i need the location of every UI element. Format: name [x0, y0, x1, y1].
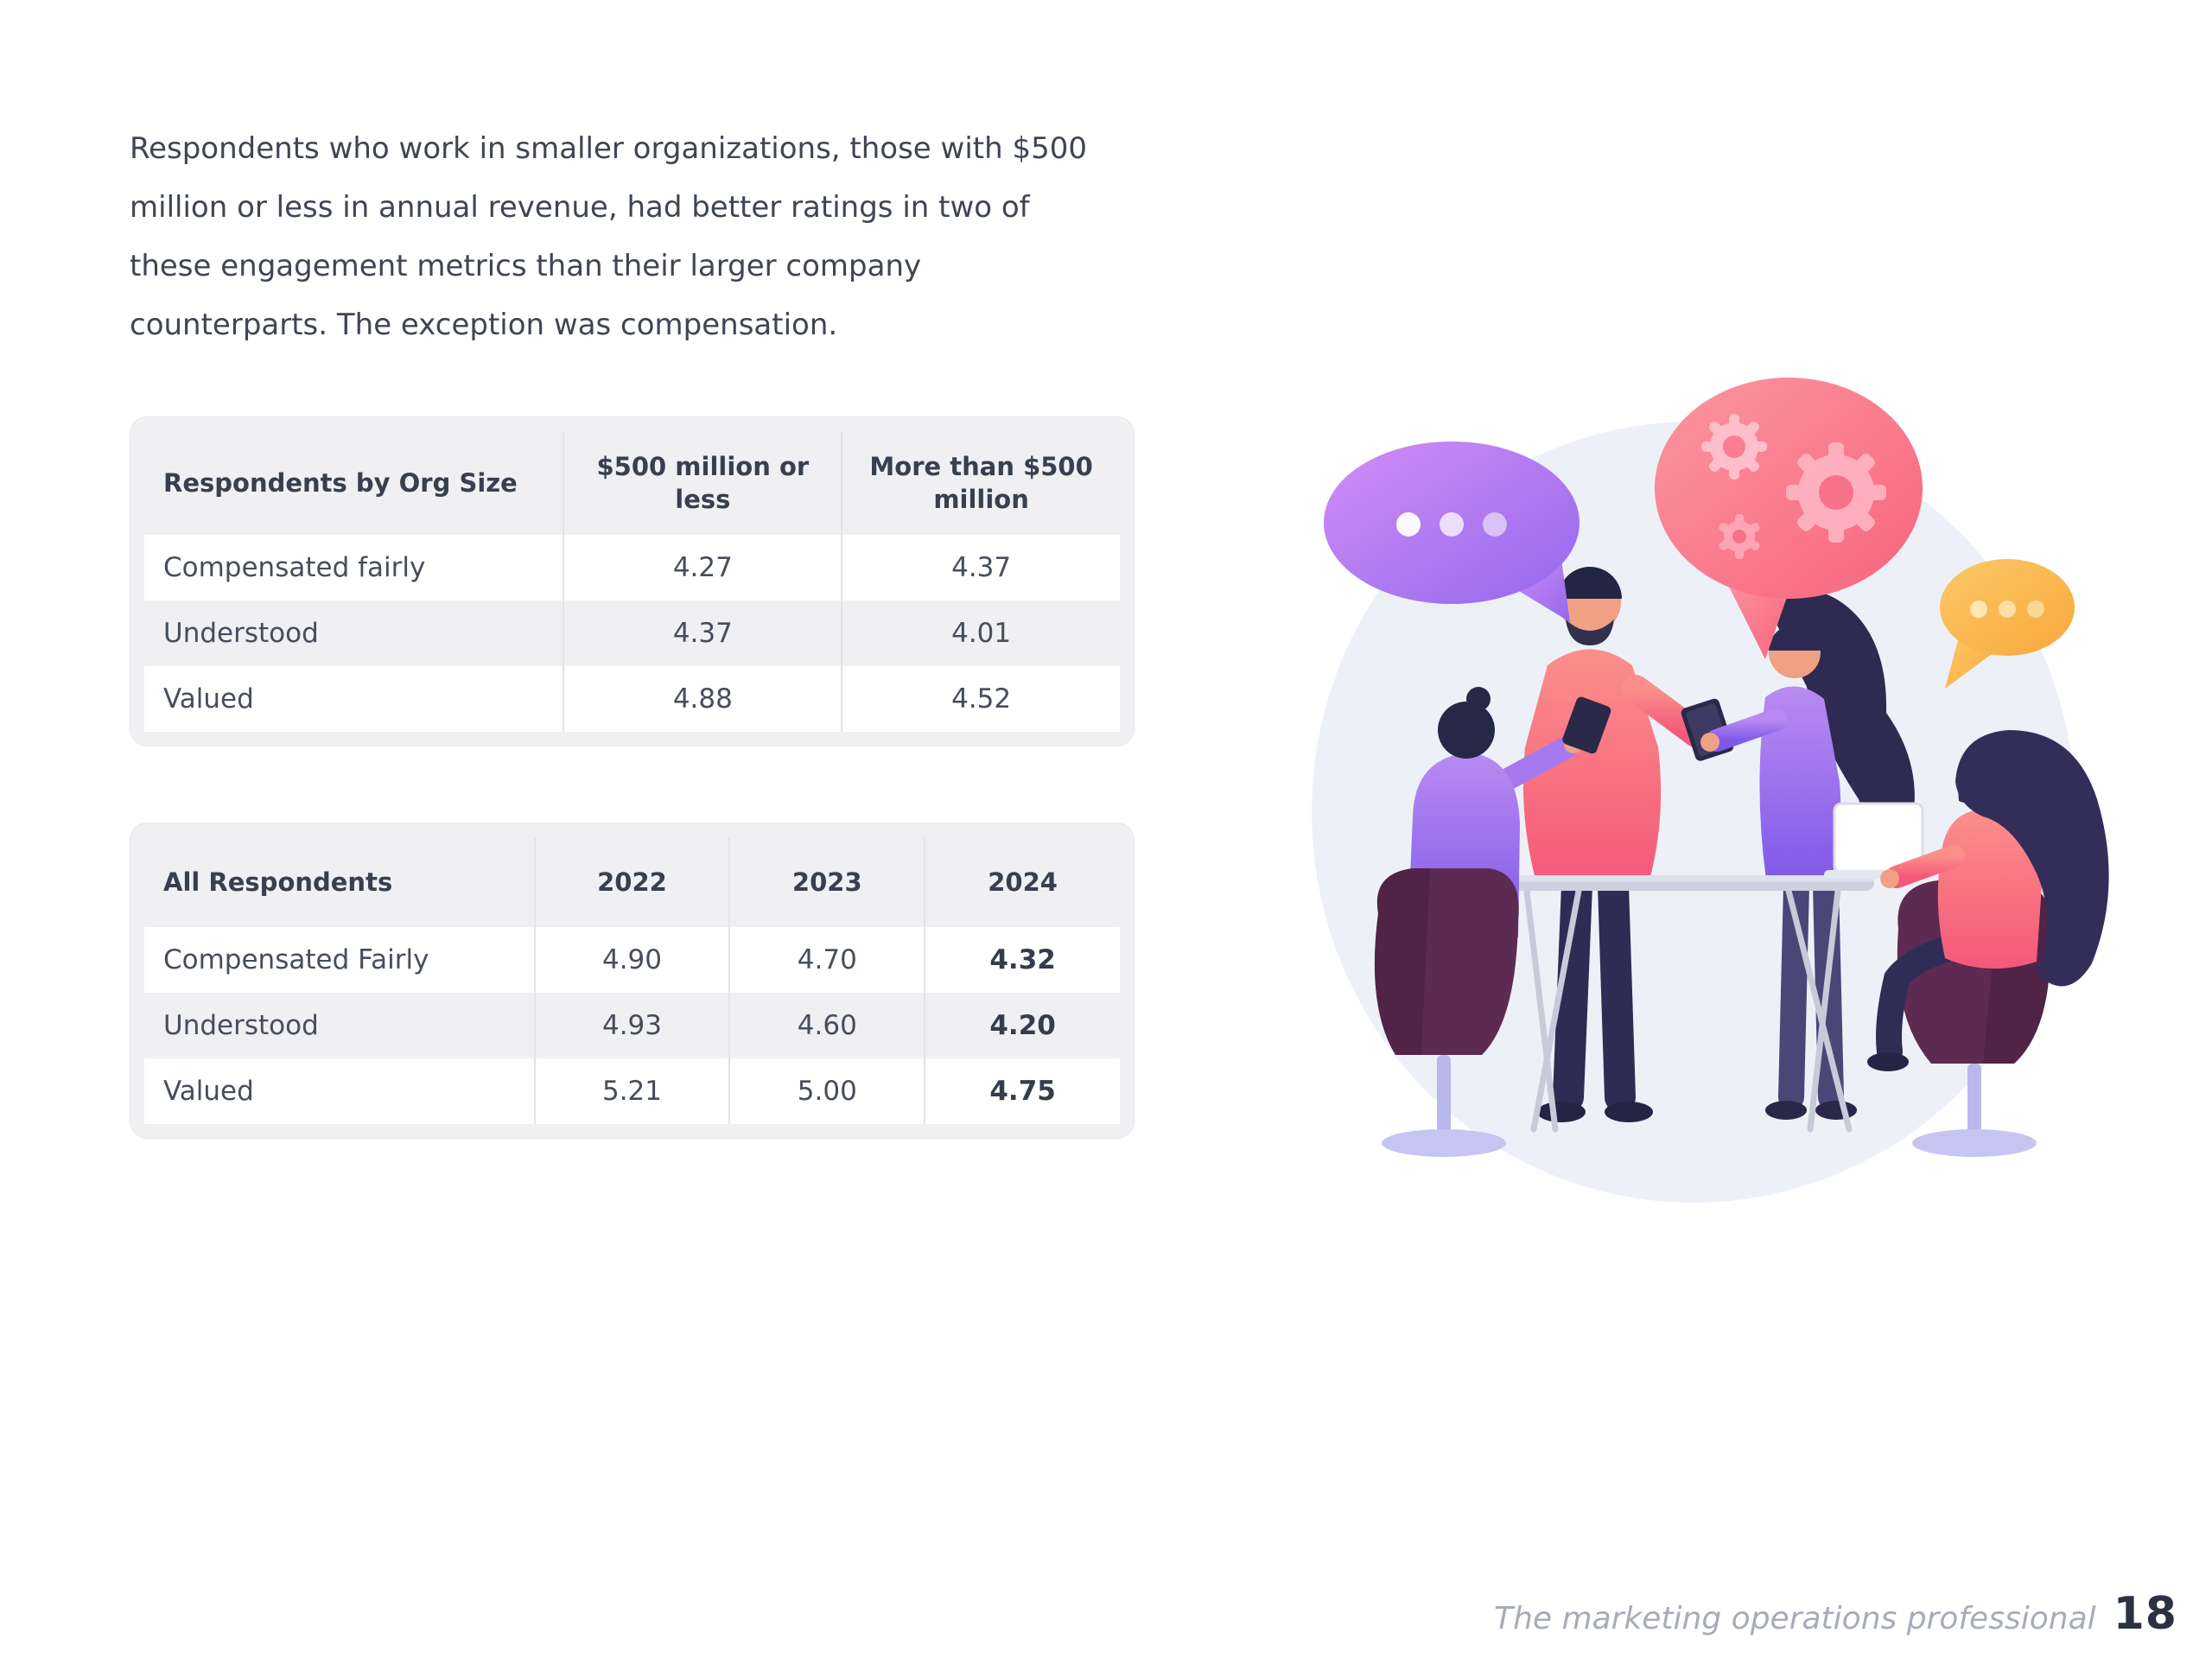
all-respondents-table-card: All Respondents 2022 2023 2024 Compensat…: [130, 823, 1135, 1139]
table-row: Compensated fairly 4.27 4.37: [144, 535, 1120, 600]
row-label: Valued: [163, 683, 254, 715]
cell-value: 4.60: [728, 993, 925, 1058]
table-row: Understood 4.93 4.60 4.20: [144, 993, 1120, 1058]
speech-bubble-small-icon: [1940, 559, 2075, 689]
column-header: 2022: [533, 837, 730, 927]
column-header: $500 million or less: [563, 431, 842, 535]
row-label: Understood: [163, 618, 319, 649]
speech-bubble-dots-icon: [1324, 441, 1580, 622]
cell-value: 4.52: [841, 666, 1120, 732]
cell-value: 4.32: [924, 927, 1120, 993]
cell-value: 4.88: [563, 666, 842, 732]
page-number: 18: [2113, 1588, 2177, 1640]
org-size-table: Respondents by Org Size $500 million or …: [144, 431, 1120, 732]
column-header: All Respondents: [144, 837, 535, 927]
column-header: 2023: [728, 837, 925, 927]
cell-value: 4.37: [841, 535, 1120, 600]
row-label: Compensated fairly: [163, 552, 426, 583]
table-row: Valued 4.88 4.52: [144, 666, 1120, 732]
table-row: Understood 4.37 4.01: [144, 600, 1120, 666]
cell-value: 4.70: [728, 927, 925, 993]
cell-value: 4.01: [841, 600, 1120, 666]
cell-value: 5.21: [533, 1058, 730, 1124]
cell-value: 4.90: [533, 927, 730, 993]
table-header-row: All Respondents 2022 2023 2024: [144, 837, 1120, 927]
all-respondents-table: All Respondents 2022 2023 2024 Compensat…: [144, 837, 1120, 1124]
gear-icon: [1786, 442, 1886, 543]
gear-icon: [1701, 414, 1767, 480]
page-footer: The marketing operations professional 18: [1494, 1588, 2177, 1640]
intro-paragraph: Respondents who work in smaller organiza…: [130, 131, 1088, 342]
team-meeting-svg: [1312, 378, 2109, 1203]
gear-icon: [1719, 514, 1760, 559]
table-header-row: Respondents by Org Size $500 million or …: [144, 431, 1120, 535]
team-meeting-illustration: [1292, 367, 2139, 1231]
cell-value: 4.37: [563, 600, 842, 666]
row-label: Compensated Fairly: [163, 944, 429, 975]
column-header: More than $500 million: [841, 431, 1120, 535]
seated-woman-right: [1867, 730, 2109, 1071]
tablet: [1562, 696, 1611, 754]
table-row: Valued 5.21 5.00 4.75: [144, 1058, 1120, 1124]
table-row: Compensated Fairly 4.90 4.70 4.32: [144, 927, 1120, 993]
row-label: Valued: [163, 1076, 254, 1107]
cell-value: 4.20: [924, 993, 1120, 1058]
cell-value: 5.00: [728, 1058, 925, 1124]
meeting-table: [1497, 875, 1874, 1133]
speech-bubble-gears-icon: [1655, 378, 1923, 659]
cell-value: 4.75: [924, 1058, 1120, 1124]
row-label: Understood: [163, 1010, 319, 1041]
column-header: 2024: [924, 837, 1120, 927]
cell-value: 4.93: [533, 993, 730, 1058]
cell-value: 4.27: [563, 535, 842, 600]
footer-title: The marketing operations professional: [1494, 1601, 2096, 1636]
chair-left: [1374, 868, 1519, 1157]
org-size-table-card: Respondents by Org Size $500 million or …: [130, 416, 1135, 746]
column-header: Respondents by Org Size: [144, 431, 564, 535]
